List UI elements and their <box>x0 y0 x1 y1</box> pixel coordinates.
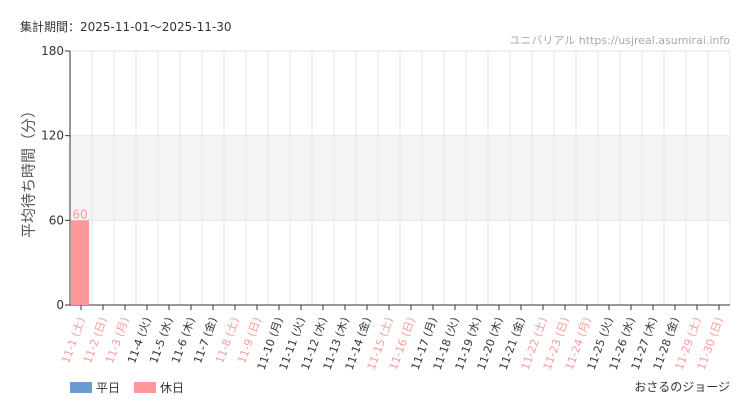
holiday-swatch <box>134 382 157 393</box>
legend: 平日 休日 <box>70 379 184 396</box>
source-label[interactable]: ユニバリアル https://usjreal.asumirai.info <box>509 34 730 47</box>
legend-weekday[interactable]: 平日 <box>70 379 120 396</box>
y-tick-label: 0 <box>56 298 64 312</box>
y-tick-label: 180 <box>41 44 64 58</box>
data-label: 60 <box>72 207 87 221</box>
period-label: 集計期間：2025-11-01～2025-11-30 <box>20 20 232 34</box>
credit-label: おさるのジョージ <box>634 380 730 394</box>
bar <box>71 220 89 305</box>
weekday-swatch <box>70 382 92 393</box>
y-tick-label: 60 <box>49 213 64 227</box>
legend-holiday[interactable]: 休日 <box>134 379 184 396</box>
y-tick-label: 120 <box>41 129 64 143</box>
